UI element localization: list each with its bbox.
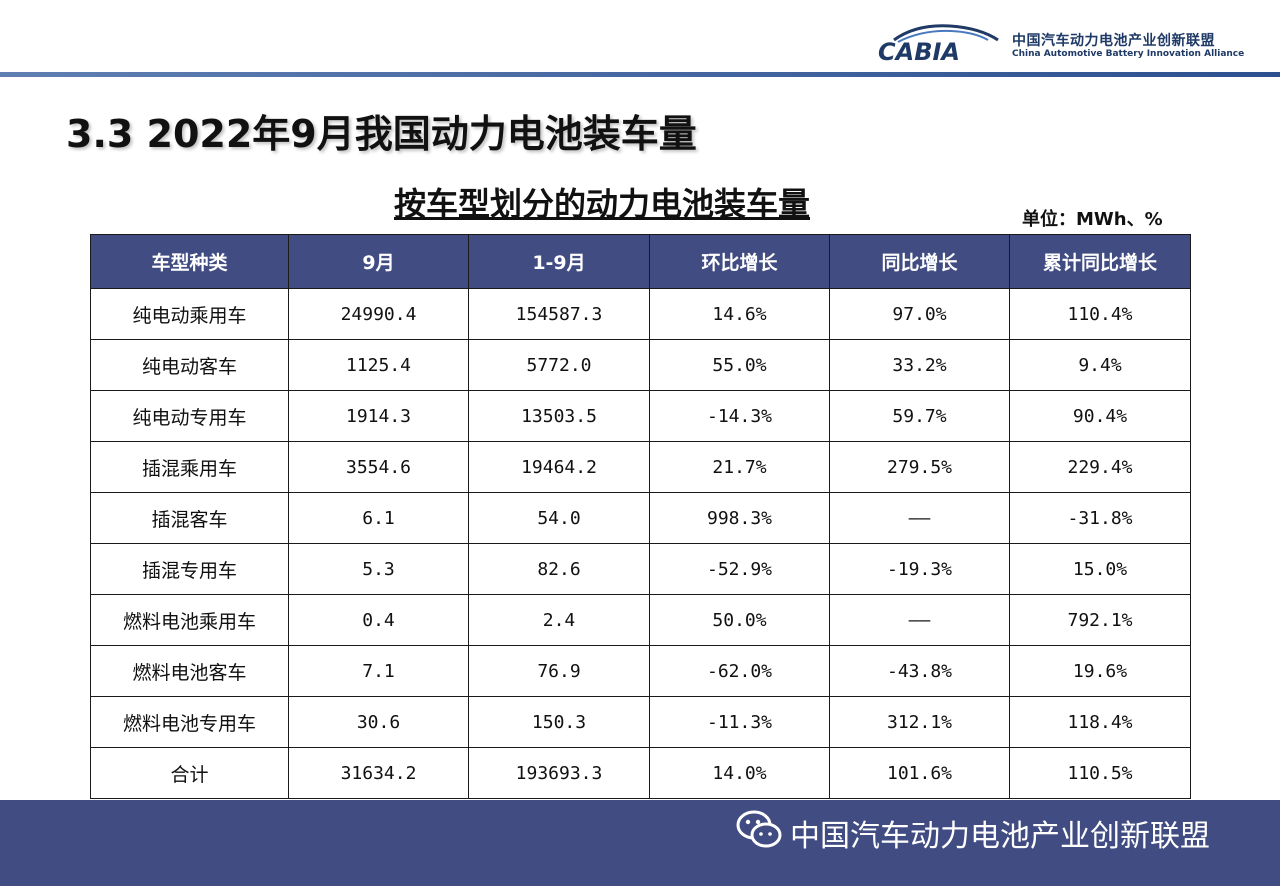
table-cell: 6.1 [288,492,469,544]
table-row: 纯电动客车 1125.4 5772.0 55.0% 33.2% 9.4% [90,339,1191,391]
table-cell: 229.4% [1009,441,1191,493]
table-cell: 101.6% [829,747,1010,799]
table-cell: 998.3% [649,492,830,544]
table-cell: -52.9% [649,543,830,595]
table-cell: 15.0% [1009,543,1191,595]
column-header: 同比增长 [829,234,1010,289]
column-header: 环比增长 [649,234,830,289]
table-cell: 312.1% [829,696,1010,748]
column-header: 1-9月 [468,234,650,289]
column-header: 9月 [288,234,469,289]
org-name-cn: 中国汽车动力电池产业创新联盟 [1012,33,1215,49]
table-cell: —— [829,492,1010,544]
vehicle-type-cell: 纯电动专用车 [90,390,289,442]
table-cell: 76.9 [468,645,650,697]
table-cell: -62.0% [649,645,830,697]
table-cell: 97.0% [829,288,1010,340]
table-cell: 59.7% [829,390,1010,442]
battery-installation-table: 车型种类 9月 1-9月 环比增长 同比增长 累计同比增长 纯电动乘用车 249… [90,234,1191,799]
alliance-logo: CABIA 中国汽车动力电池产业创新联盟 China Automotive Ba… [876,20,1244,64]
table-cell: 14.0% [649,747,830,799]
table-cell: 19.6% [1009,645,1191,697]
table-cell: 193693.3 [468,747,650,799]
vehicle-type-cell: 纯电动乘用车 [90,288,289,340]
table-cell: 118.4% [1009,696,1191,748]
table-cell: -14.3% [649,390,830,442]
table-cell: 82.6 [468,543,650,595]
table-cell: 1914.3 [288,390,469,442]
table-cell: 154587.3 [468,288,650,340]
table-row: 插混客车 6.1 54.0 998.3% —— -31.8% [90,492,1191,544]
slide-title: 3.3 2022年9月我国动力电池装车量 [66,112,697,156]
table-cell: —— [829,594,1010,646]
table-row: 纯电动乘用车 24990.4 154587.3 14.6% 97.0% 110.… [90,288,1191,340]
vehicle-type-cell: 燃料电池客车 [90,645,289,697]
table-row: 燃料电池专用车 30.6 150.3 -11.3% 312.1% 118.4% [90,696,1191,748]
table-cell: -31.8% [1009,492,1191,544]
column-header: 累计同比增长 [1009,234,1191,289]
table-cell: 279.5% [829,441,1010,493]
unit-label: 单位：MWh、% [1022,209,1163,230]
table-cell: 14.6% [649,288,830,340]
vehicle-type-cell: 燃料电池乘用车 [90,594,289,646]
wechat-icon [736,810,782,848]
vehicle-type-cell: 插混客车 [90,492,289,544]
table-total-row: 合计 31634.2 193693.3 14.0% 101.6% 110.5% [90,747,1191,799]
header-divider [0,72,1280,77]
table-cell: 7.1 [288,645,469,697]
column-header: 车型种类 [90,234,289,289]
table-row: 燃料电池乘用车 0.4 2.4 50.0% —— 792.1% [90,594,1191,646]
table-row: 燃料电池客车 7.1 76.9 -62.0% -43.8% 19.6% [90,645,1191,697]
table-cell: 21.7% [649,441,830,493]
vehicle-type-cell: 燃料电池专用车 [90,696,289,748]
svg-text:CABIA: CABIA [878,38,960,64]
table-cell: -19.3% [829,543,1010,595]
footer-org-name: 中国汽车动力电池产业创新联盟 [790,819,1210,854]
table-cell: 24990.4 [288,288,469,340]
table-cell: 2.4 [468,594,650,646]
vehicle-type-cell: 纯电动客车 [90,339,289,391]
table-cell: 110.5% [1009,747,1191,799]
table-cell: 3554.6 [288,441,469,493]
org-name-en: China Automotive Battery Innovation Alli… [1012,49,1245,59]
table-cell: 0.4 [288,594,469,646]
table-cell: 31634.2 [288,747,469,799]
vehicle-type-cell: 插混乘用车 [90,441,289,493]
table-cell: 150.3 [468,696,650,748]
table-cell: 50.0% [649,594,830,646]
table-row: 插混乘用车 3554.6 19464.2 21.7% 279.5% 229.4% [90,441,1191,493]
table-header-row: 车型种类 9月 1-9月 环比增长 同比增长 累计同比增长 [90,234,1191,289]
table-row: 纯电动专用车 1914.3 13503.5 -14.3% 59.7% 90.4% [90,390,1191,442]
table-title: 按车型划分的动力电池装车量 [394,185,811,223]
table-cell: 9.4% [1009,339,1191,391]
table-cell: 33.2% [829,339,1010,391]
table-cell: 1125.4 [288,339,469,391]
table-row: 插混专用车 5.3 82.6 -52.9% -19.3% 15.0% [90,543,1191,595]
table-cell: 5772.0 [468,339,650,391]
cabia-logo-icon: CABIA [878,24,999,64]
table-cell: 55.0% [649,339,830,391]
table-cell: 90.4% [1009,390,1191,442]
table-cell: 792.1% [1009,594,1191,646]
table-cell: -43.8% [829,645,1010,697]
table-cell: 13503.5 [468,390,650,442]
table-cell: 54.0 [468,492,650,544]
table-cell: 19464.2 [468,441,650,493]
table-cell: 5.3 [288,543,469,595]
table-cell: 30.6 [288,696,469,748]
table-cell: -11.3% [649,696,830,748]
vehicle-type-cell: 插混专用车 [90,543,289,595]
table-cell: 110.4% [1009,288,1191,340]
vehicle-type-cell: 合计 [90,747,289,799]
footer-band [0,800,1280,886]
